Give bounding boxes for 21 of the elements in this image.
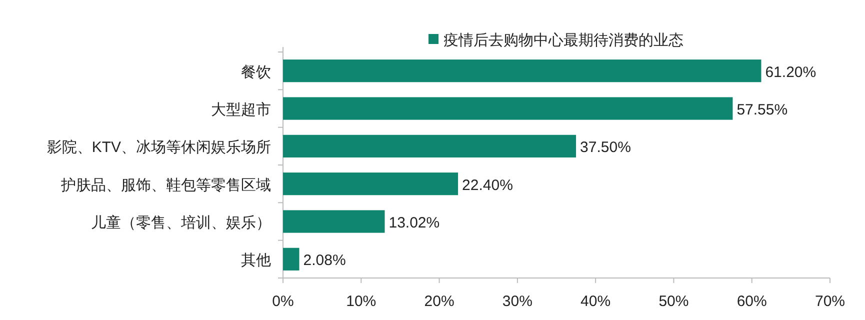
y-tick-label: 其他 <box>241 252 271 270</box>
x-tick-label: 60% <box>736 293 767 310</box>
legend: 疫情后去购物中心最期待消费的业态 <box>428 32 684 49</box>
x-tick-label: 30% <box>502 293 532 310</box>
data-label: 37.50% <box>580 139 631 156</box>
x-tick-label: 50% <box>658 293 689 310</box>
y-tick-label: 影院、KTV、冰场等休闲娱乐场所 <box>46 139 271 156</box>
data-label: 57.55% <box>736 102 788 118</box>
x-tick-label: 70% <box>814 293 846 310</box>
data-label: 13.02% <box>388 214 440 232</box>
x-tick-label: 40% <box>580 293 611 310</box>
x-tick-label: 10% <box>346 293 376 310</box>
x-tick-label: 20% <box>424 293 454 310</box>
data-label: 22.40% <box>462 176 513 194</box>
y-tick-label: 餐饮 <box>241 64 271 81</box>
x-tick-label: 0% <box>272 293 294 310</box>
y-tick-label: 大型超市 <box>211 102 271 118</box>
data-label: 2.08% <box>303 252 346 270</box>
y-tick-label: 护肤品、服饰、鞋包等零售区域 <box>60 176 271 194</box>
data-label: 61.20% <box>765 64 816 81</box>
y-tick-label: 儿童（零售、培训、娱乐） <box>91 214 271 232</box>
